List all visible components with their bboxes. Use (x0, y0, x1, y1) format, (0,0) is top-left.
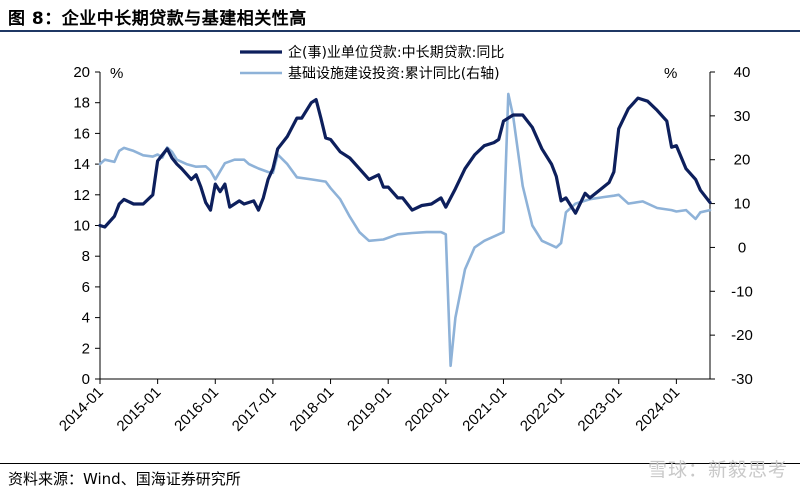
x-axis-ticks: 2014-01 2015-01 2016-01 2017-01 2018-01 2019-… (56, 379, 683, 435)
left-tick-label: 12 (73, 187, 90, 204)
right-axis-unit: % (664, 65, 677, 82)
left-axis-ticks: 0 2 4 6 8 10 12 14 16 18 20 (73, 64, 100, 388)
source-note: 资料来源：Wind、国海证券研究所 (8, 470, 241, 488)
left-tick-label: 2 (82, 340, 90, 357)
left-tick-label: 16 (73, 125, 90, 142)
x-tick-label: 2016-01 (171, 384, 222, 435)
right-tick-label: -30 (731, 371, 753, 388)
right-axis-ticks: -30 -20 -10 0 10 20 30 40 (710, 64, 753, 388)
x-tick-label: 2024-01 (632, 384, 683, 435)
x-tick-label: 2023-01 (575, 384, 626, 435)
footer-divider (0, 463, 800, 464)
legend-label-series-2: 基础设施建设投资:累计同比(右轴) (288, 65, 500, 82)
left-tick-label: 0 (82, 371, 90, 388)
right-tick-label: 20 (734, 152, 751, 169)
left-tick-label: 20 (73, 64, 90, 81)
chart-legend: 企(事)业单位贷款:中长期贷款:同比 基础设施建设投资:累计同比(右轴) (240, 44, 504, 82)
series-layer (98, 92, 712, 368)
right-tick-label: 0 (738, 239, 746, 256)
x-tick-label: 2021-01 (459, 384, 510, 435)
left-tick-label: 8 (82, 248, 90, 265)
x-tick-label: 2014-01 (56, 384, 107, 435)
x-tick-label: 2015-01 (114, 384, 165, 435)
left-tick-label: 14 (73, 156, 90, 173)
series-line-infrastructure-investment (98, 92, 712, 368)
watermark: 雪球：新毅思考 (647, 459, 788, 481)
x-tick-label: 2022-01 (517, 384, 568, 435)
x-tick-label: 2019-01 (344, 384, 395, 435)
chart-axes (99, 72, 711, 380)
right-tick-label: -20 (731, 327, 753, 344)
figure-title: 图 8：企业中长期贷款与基建相关性高 (8, 9, 307, 29)
right-tick-label: -10 (731, 283, 753, 300)
chart-canvas: % % 0 2 4 6 8 10 12 14 16 18 20 -30 -20 -10 0 10 20 30 40… (56, 44, 753, 435)
series-line-corporate-loans (98, 96, 712, 229)
right-tick-label: 40 (734, 64, 751, 81)
right-tick-label: 10 (734, 196, 751, 213)
x-tick-label: 2020-01 (402, 384, 453, 435)
legend-label-series-1: 企(事)业单位贷款:中长期贷款:同比 (288, 44, 504, 61)
left-tick-label: 6 (82, 279, 90, 296)
x-tick-label: 2017-01 (229, 384, 280, 435)
title-divider (0, 30, 800, 32)
left-tick-label: 18 (73, 95, 90, 112)
x-tick-label: 2018-01 (286, 384, 337, 435)
right-tick-label: 30 (734, 108, 751, 125)
left-axis-unit: % (110, 65, 123, 82)
left-tick-label: 10 (73, 218, 90, 235)
left-tick-label: 4 (82, 310, 90, 327)
